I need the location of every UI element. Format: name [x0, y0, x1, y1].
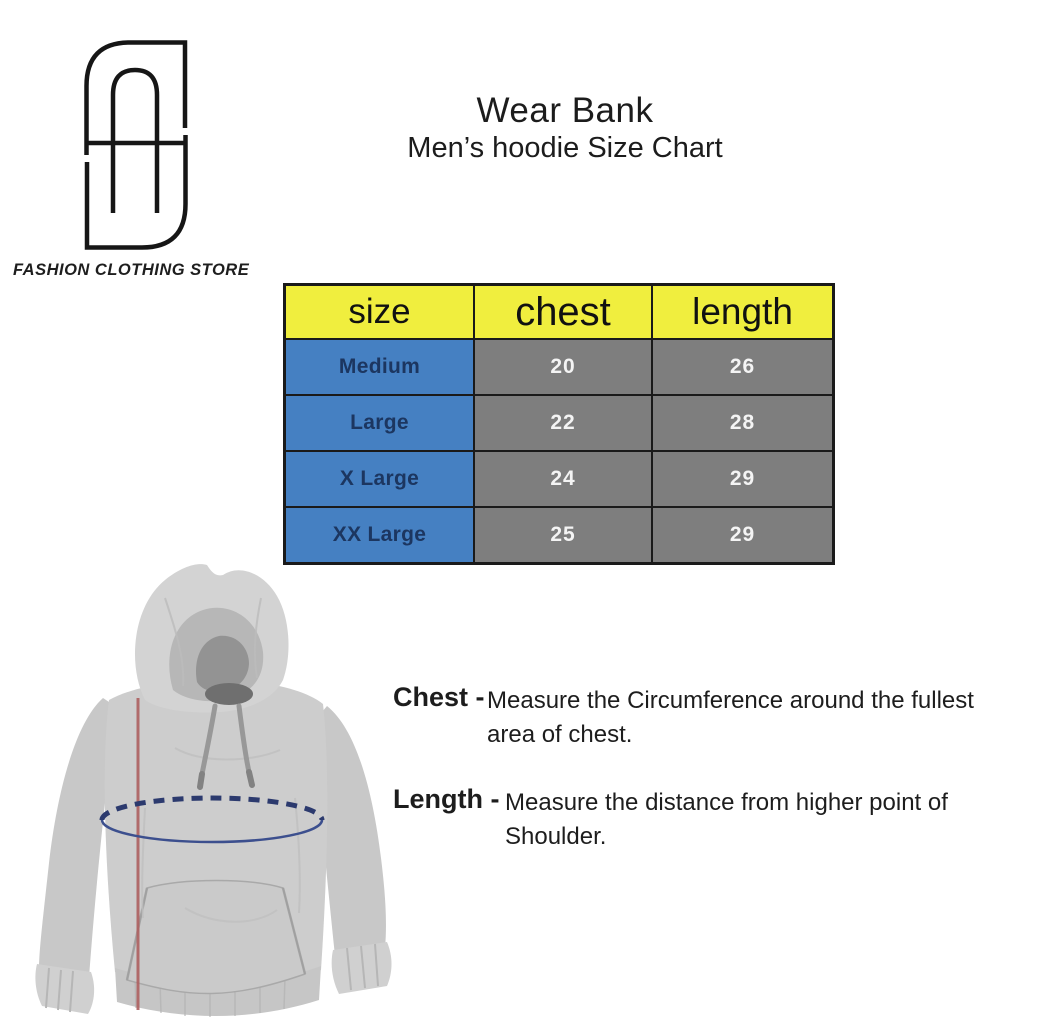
length-note-line1: Measure the distance from higher point o… [505, 789, 948, 816]
length-note-line2: Shoulder. [505, 823, 607, 850]
left-cuff-ribbing [45, 967, 74, 1013]
page-title: Wear Bank [476, 91, 654, 130]
length-value: 26 [651, 338, 835, 396]
column-header-size: size [283, 283, 475, 340]
hem-ribbing [134, 975, 286, 1017]
brand-logo-icon [84, 40, 188, 250]
hoodie-left-cuff [35, 964, 95, 1014]
hood-inner-shadow [195, 635, 249, 693]
hood-folds [164, 597, 262, 687]
size-label: Large [283, 394, 475, 452]
table-row-xlarge: X Large 24 29 [283, 450, 835, 508]
column-header-length: length [651, 283, 835, 340]
table-row-medium: Medium 20 26 [283, 338, 835, 396]
table-row-xxlarge: XX Large 25 29 [283, 506, 835, 565]
chest-measure-note: Chest - Measure the Circumference around… [393, 682, 1050, 752]
chest-note-line1: Measure the Circumference around the ful… [487, 687, 974, 714]
chest-value: 20 [473, 338, 653, 396]
hoodie-left-sleeve [39, 698, 115, 978]
chest-note-line2: area of chest. [487, 721, 633, 748]
fabric-folds [141, 747, 301, 923]
chest-value: 22 [473, 394, 653, 452]
chest-value: 24 [473, 450, 653, 508]
logo-arch-stroke [110, 67, 160, 213]
length-note-term: Length - [393, 784, 500, 814]
neck-shadow [205, 683, 253, 705]
chest-note-term: Chest - [393, 682, 485, 712]
length-value: 29 [651, 506, 835, 565]
chest-value: 25 [473, 506, 653, 565]
logo-bottom-stroke [84, 135, 188, 250]
size-label: XX Large [283, 506, 475, 565]
chest-marker-ellipse-dashed-top [99, 795, 325, 821]
drawstring-right [236, 703, 252, 775]
hoodie-right-sleeve [317, 706, 386, 956]
length-measure-note: Length - Measure the distance from highe… [393, 784, 1050, 854]
page-subtitle: Men’s hoodie Size Chart [407, 132, 723, 164]
drawstring-left [199, 703, 218, 777]
store-label: FASHION CLOTHING STORE [13, 261, 250, 279]
hoodie-figure [35, 564, 392, 1017]
table-header-row: size chest length [283, 283, 835, 340]
size-label: X Large [283, 450, 475, 508]
size-chart-table: size chest length Medium 20 26 Large 22 … [283, 283, 835, 565]
right-cuff-ribbing [346, 943, 379, 991]
column-header-chest: chest [473, 283, 653, 340]
size-label: Medium [283, 338, 475, 396]
drawstring-tips [197, 769, 255, 790]
chest-marker-ellipse-bottom [100, 819, 324, 844]
length-value: 29 [651, 450, 835, 508]
hoodie-pocket [126, 879, 306, 995]
title-block: Wear Bank Men’s hoodie Size Chart [290, 92, 840, 166]
table-row-large: Large 22 28 [283, 394, 835, 452]
length-value: 28 [651, 394, 835, 452]
logo-top-stroke [84, 40, 188, 155]
